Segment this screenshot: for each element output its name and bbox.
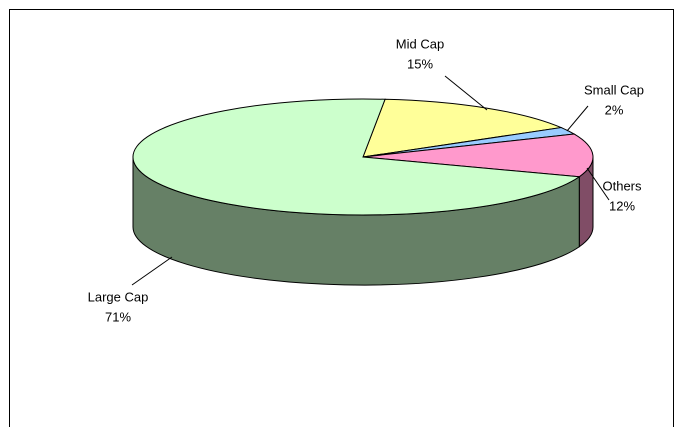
slice-value-label: 71%	[105, 309, 131, 324]
slice	[362, 98, 563, 158]
leader-line	[566, 105, 589, 132]
leader-line	[586, 167, 610, 201]
slice	[132, 98, 581, 216]
slice-label: Mid Cap	[396, 36, 444, 51]
slice-label: Small Cap	[584, 82, 644, 97]
slice-value-label: 15%	[407, 56, 433, 71]
slice-label: Large Cap	[88, 289, 149, 304]
leader-line	[444, 75, 488, 111]
slice-value-label: 2%	[605, 102, 624, 117]
leader-line	[131, 256, 173, 286]
slice-value-label: 12%	[609, 198, 635, 213]
slice	[362, 133, 594, 178]
slice-label: Others	[602, 178, 642, 193]
